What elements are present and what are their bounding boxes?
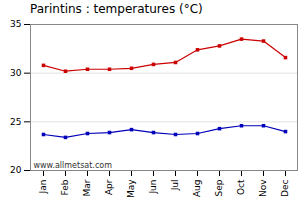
svg-text:Jun: Jun <box>148 180 158 195</box>
svg-text:Jul: Jul <box>170 180 180 192</box>
svg-text:20: 20 <box>10 165 22 175</box>
svg-text:Jan: Jan <box>38 180 48 195</box>
svg-text:Feb: Feb <box>60 179 70 195</box>
svg-text:www.allmetsat.com: www.allmetsat.com <box>34 161 113 170</box>
svg-text:Aug: Aug <box>192 180 202 198</box>
svg-text:Oct: Oct <box>236 179 246 195</box>
svg-text:Nov: Nov <box>258 179 268 197</box>
svg-text:May: May <box>126 179 136 198</box>
svg-text:Sep: Sep <box>214 179 224 196</box>
svg-text:Dec: Dec <box>280 179 290 196</box>
svg-text:35: 35 <box>10 19 21 29</box>
html-text:Parintins : temperatures (°C): Parintins : temperatures (°C) <box>30 2 203 16</box>
svg-text:Mar: Mar <box>82 179 92 196</box>
svg-text:Apr: Apr <box>104 179 114 195</box>
svg-text:30: 30 <box>10 68 22 78</box>
svg-text:25: 25 <box>10 117 21 127</box>
